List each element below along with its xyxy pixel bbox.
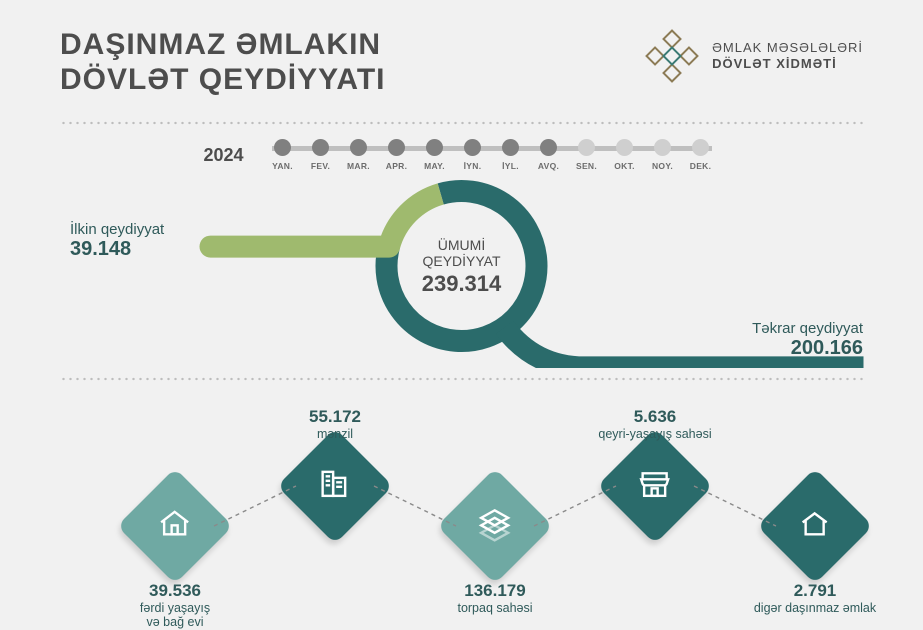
month: AVQ. [530,139,568,171]
month-label: SEN. [576,161,597,171]
home-alt-icon [797,506,833,547]
agency-block: ƏMLAK MƏSƏLƏLƏRİ DÖVLƏT XİDMƏTİ [644,28,863,84]
title-block: DAŞINMAZ ƏMLAKIN DÖVLƏT QEYDİYYATI [60,28,386,97]
month-label: MAR. [347,161,370,171]
categories-row: 39.536fərdi yaşayışvə bağ evi55.172mənzi… [60,405,863,615]
month-dot-icon [274,139,291,156]
agency-text: ƏMLAK MƏSƏLƏLƏRİ DÖVLƏT XİDMƏTİ [712,40,863,73]
donut-chart: ÜMUMİ QEYDİYYAT 239.314 İlkin qeydiyyat … [60,183,863,363]
timeline-year: 2024 [203,145,243,166]
divider [60,121,863,125]
divider [60,377,863,381]
category-value: 39.536 [100,581,250,601]
category-label: 39.536fərdi yaşayışvə bağ evi [100,581,250,630]
month-dot-icon [388,139,405,156]
category-name: fərdi yaşayışvə bağ evi [100,601,250,630]
donut-secondary-label: Təkrar qeydiyyat 200.166 [752,320,863,360]
month-dot-icon [312,139,329,156]
month: YAN. [264,139,302,171]
category-name: qeyri-yaşayış sahəsi [580,427,730,441]
connector [374,486,456,526]
month-label: MAY. [424,161,445,171]
month-dot-icon [540,139,557,156]
month-label: NOY. [652,161,673,171]
house-icon [157,506,193,547]
connector [694,486,776,526]
month-label: AVQ. [538,161,559,171]
month-label: APR. [386,161,408,171]
timeline: 2024 YAN. FEV. MAR. APR. MAY. İYN. İYL. AVQ. SEN… [0,139,923,171]
month: İYL. [492,139,530,171]
building-icon [317,466,353,507]
month-dot-icon [692,139,709,156]
donut-center-value: 239.314 [422,271,502,297]
donut-center-label: ÜMUMİ QEYDİYYAT [422,237,502,269]
land-icon [477,506,513,547]
donut-center: ÜMUMİ QEYDİYYAT 239.314 [422,237,502,297]
month-dot-icon [350,139,367,156]
category-value: 2.791 [740,581,890,601]
month-label: İYN. [464,161,482,171]
month-label: İYL. [502,161,519,171]
category-value: 5.636 [580,407,730,427]
agency-line1: ƏMLAK MƏSƏLƏLƏRİ [712,40,863,56]
month: DEK. [682,139,720,171]
category-name: digər daşınmaz əmlak [740,601,890,615]
category-label: 2.791digər daşınmaz əmlak [740,581,890,615]
month: APR. [378,139,416,171]
category-value: 136.179 [420,581,570,601]
connector [534,486,616,526]
month-dot-icon [502,139,519,156]
month-label: YAN. [272,161,293,171]
title-line1: DAŞINMAZ ƏMLAKIN [60,28,381,61]
month: İYN. [454,139,492,171]
page-title: DAŞINMAZ ƏMLAKIN DÖVLƏT QEYDİYYATI [60,28,386,97]
month-label: DEK. [690,161,712,171]
month: OKT. [606,139,644,171]
header: DAŞINMAZ ƏMLAKIN DÖVLƏT QEYDİYYATI ƏMLAK… [0,0,923,107]
month: MAY. [416,139,454,171]
title-line2: DÖVLƏT QEYDİYYATI [60,63,386,96]
month-label: FEV. [311,161,330,171]
category-name: mənzil [260,427,410,441]
donut-primary-label: İlkin qeydiyyat 39.148 [70,221,164,261]
category-label: 136.179torpaq sahəsi [420,581,570,615]
category-label: 5.636qeyri-yaşayış sahəsi [580,407,730,441]
month-label: OKT. [614,161,635,171]
month-dot-icon [654,139,671,156]
month: FEV. [302,139,340,171]
month-dot-icon [426,139,443,156]
month: NOY. [644,139,682,171]
shop-icon [637,466,673,507]
connector [214,486,296,526]
month-dot-icon [578,139,595,156]
category-label: 55.172mənzil [260,407,410,441]
category-value: 55.172 [260,407,410,427]
month-dot-icon [464,139,481,156]
month-dot-icon [616,139,633,156]
month: MAR. [340,139,378,171]
months-row: YAN. FEV. MAR. APR. MAY. İYN. İYL. AVQ. SEN. OKT.… [264,139,720,171]
category-name: torpaq sahəsi [420,601,570,615]
month: SEN. [568,139,606,171]
agency-line2: DÖVLƏT XİDMƏTİ [712,56,863,72]
agency-logo-icon [644,28,700,84]
